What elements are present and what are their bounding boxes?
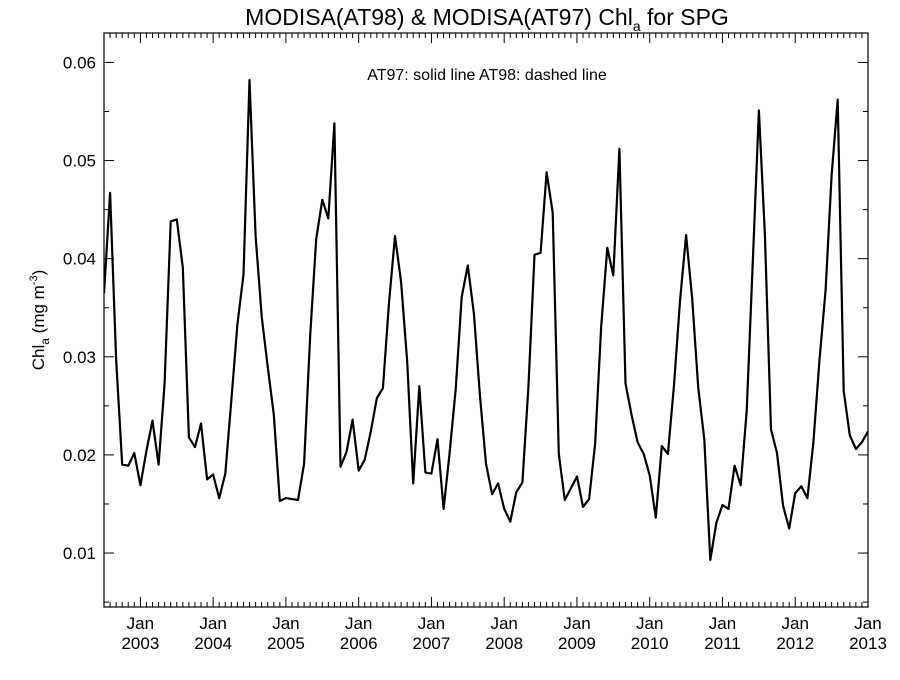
ylabel-main: Chl — [29, 345, 48, 371]
y-tick-label: 0.04 — [63, 250, 96, 269]
x-tick-year-label: 2006 — [340, 634, 378, 653]
y-tick-label: 0.01 — [63, 544, 96, 563]
x-tick-month-label: Jan — [709, 614, 736, 633]
ylabel-subscript: a — [38, 338, 52, 345]
x-tick-year-label: 2008 — [485, 634, 523, 653]
series-line-at97 — [104, 78, 868, 562]
x-tick-year-label: 2007 — [413, 634, 451, 653]
x-tick-month-label: Jan — [418, 614, 445, 633]
x-tick-year-label: 2013 — [849, 634, 887, 653]
x-tick-year-label: 2012 — [776, 634, 814, 653]
y-tick-label: 0.02 — [63, 446, 96, 465]
ylabel-superscript: -3 — [28, 275, 40, 285]
x-tick-year-label: 2004 — [194, 634, 232, 653]
x-tick-month-label: Jan — [636, 614, 663, 633]
ylabel-units-close: ) — [29, 270, 48, 276]
x-tick-month-label: Jan — [490, 614, 517, 633]
axis-ticks — [103, 33, 869, 607]
y-axis-label: Chla (mg m-3) — [28, 270, 52, 371]
x-tick-year-label: 2003 — [121, 634, 159, 653]
x-tick-month-label: Jan — [345, 614, 372, 633]
title-tail: for SPG — [641, 4, 729, 30]
tick-labels: 0.010.020.030.040.050.06Jan2003Jan2004Ja… — [63, 53, 887, 653]
y-tick-label: 0.05 — [63, 152, 96, 171]
chart-annotation: AT97: solid line AT98: dashed line — [367, 67, 607, 84]
x-tick-month-label: Jan — [199, 614, 226, 633]
y-tick-label: 0.06 — [63, 53, 96, 72]
x-tick-month-label: Jan — [563, 614, 590, 633]
x-tick-month-label: Jan — [782, 614, 809, 633]
x-tick-year-label: 2009 — [558, 634, 596, 653]
chart-title: MODISA(AT98) & MODISA(AT97) Chla for SPG — [245, 4, 729, 34]
title-main: MODISA(AT98) & MODISA(AT97) Chl — [245, 4, 633, 30]
x-tick-month-label: Jan — [272, 614, 299, 633]
y-tick-label: 0.03 — [63, 348, 96, 367]
title-subscript: a — [633, 18, 641, 34]
ylabel-units-open: (mg m — [29, 285, 48, 338]
x-tick-year-label: 2005 — [267, 634, 305, 653]
series-layer — [104, 78, 868, 562]
x-tick-month-label: Jan — [127, 614, 154, 633]
plot-frame — [103, 32, 869, 608]
x-tick-year-label: 2010 — [631, 634, 669, 653]
x-tick-month-label: Jan — [854, 614, 881, 633]
x-tick-year-label: 2011 — [704, 634, 741, 653]
